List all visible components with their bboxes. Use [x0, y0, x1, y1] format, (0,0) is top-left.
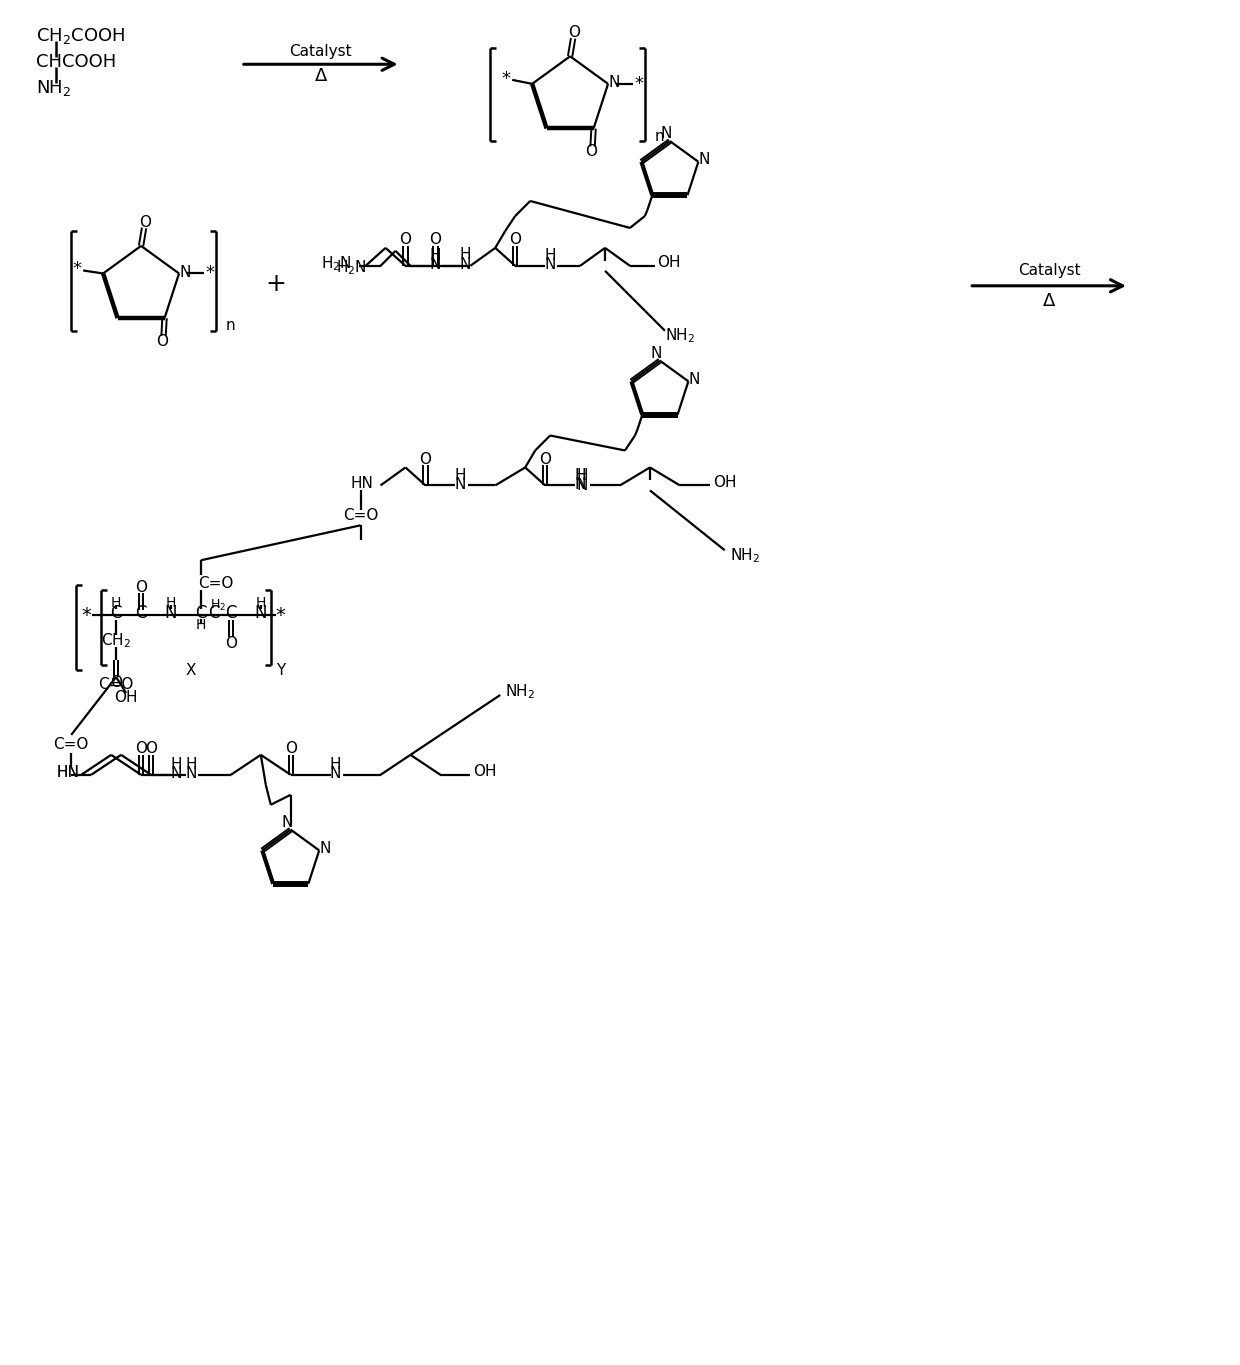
Text: n: n	[655, 128, 665, 143]
Text: O: O	[539, 452, 551, 467]
Text: OH: OH	[713, 475, 737, 490]
Text: $\Delta$: $\Delta$	[314, 67, 327, 85]
Text: N: N	[170, 766, 182, 781]
Text: H: H	[455, 468, 466, 483]
Text: C: C	[226, 605, 237, 622]
Text: +: +	[265, 272, 286, 296]
Text: H: H	[255, 597, 267, 610]
Text: NH$_2$: NH$_2$	[665, 326, 696, 345]
Text: N: N	[455, 476, 466, 491]
Text: N: N	[165, 605, 177, 622]
Text: C: C	[135, 605, 146, 622]
Text: H: H	[430, 248, 441, 263]
Text: Catalyst: Catalyst	[1018, 263, 1080, 278]
Text: X: X	[186, 662, 196, 677]
Text: NH$_2$: NH$_2$	[36, 78, 72, 98]
Text: N: N	[254, 605, 267, 622]
Text: O: O	[224, 636, 237, 651]
Text: C: C	[195, 605, 207, 622]
Text: O: O	[110, 676, 122, 691]
Text: H: H	[166, 597, 176, 610]
Text: C=O: C=O	[53, 737, 89, 752]
Text: N: N	[430, 258, 441, 273]
Text: OH: OH	[114, 691, 138, 706]
Text: O: O	[145, 741, 157, 756]
Text: N: N	[650, 345, 662, 360]
Text: O: O	[510, 232, 521, 247]
Text: HN: HN	[56, 766, 79, 781]
Text: HN: HN	[56, 766, 79, 781]
Text: C=O: C=O	[98, 677, 134, 692]
Text: O: O	[419, 452, 432, 467]
Text: N: N	[660, 126, 672, 141]
Text: N: N	[577, 478, 588, 493]
Text: CH$_2$: CH$_2$	[102, 632, 131, 651]
Text: O: O	[135, 580, 148, 595]
Text: H$_2$N: H$_2$N	[336, 258, 366, 277]
Text: N: N	[281, 815, 293, 830]
Text: $\Delta$: $\Delta$	[1042, 292, 1056, 310]
Text: O: O	[429, 232, 441, 247]
Text: H: H	[330, 758, 341, 773]
Text: *: *	[635, 75, 644, 93]
Text: CH$_2$COOH: CH$_2$COOH	[36, 26, 125, 46]
Text: *: *	[206, 265, 215, 283]
Text: C=O: C=O	[343, 508, 378, 523]
Text: O: O	[399, 232, 412, 247]
Text: O: O	[156, 334, 169, 349]
Text: O: O	[569, 26, 580, 41]
Text: H: H	[196, 618, 206, 632]
Text: *: *	[82, 606, 91, 625]
Text: *: *	[275, 606, 285, 625]
Text: H: H	[544, 248, 556, 263]
Text: O: O	[140, 214, 151, 229]
Text: N: N	[320, 841, 331, 856]
Text: H: H	[170, 758, 182, 773]
Text: H: H	[577, 468, 588, 483]
Text: N: N	[609, 75, 620, 90]
Text: O: O	[135, 741, 148, 756]
Text: n: n	[226, 318, 236, 333]
Text: N: N	[460, 258, 471, 273]
Text: C=O: C=O	[198, 576, 233, 591]
Text: Catalyst: Catalyst	[289, 44, 352, 59]
Text: N: N	[330, 766, 341, 781]
Text: N: N	[180, 265, 191, 280]
Text: C: C	[208, 605, 219, 622]
Text: H: H	[185, 758, 197, 773]
Text: HN: HN	[351, 476, 373, 491]
Text: OH: OH	[474, 764, 497, 779]
Text: H$_2$: H$_2$	[210, 598, 226, 613]
Text: N: N	[574, 476, 585, 491]
Text: O: O	[285, 741, 296, 756]
Text: H$_2$N: H$_2$N	[321, 254, 351, 273]
Text: C: C	[110, 605, 122, 622]
Text: N: N	[698, 153, 711, 168]
Text: N: N	[544, 258, 556, 273]
Text: NH$_2$: NH$_2$	[505, 682, 536, 702]
Text: H: H	[574, 468, 585, 483]
Text: H: H	[110, 597, 122, 610]
Text: OH: OH	[657, 255, 681, 270]
Text: O: O	[585, 145, 598, 160]
Text: Y: Y	[277, 662, 285, 677]
Text: N: N	[688, 371, 701, 386]
Text: *: *	[502, 70, 511, 87]
Text: NH$_2$: NH$_2$	[730, 546, 760, 565]
Text: N: N	[185, 766, 197, 781]
Text: H: H	[460, 247, 471, 262]
Text: CHCOOH: CHCOOH	[36, 53, 117, 71]
Text: *: *	[73, 261, 82, 278]
